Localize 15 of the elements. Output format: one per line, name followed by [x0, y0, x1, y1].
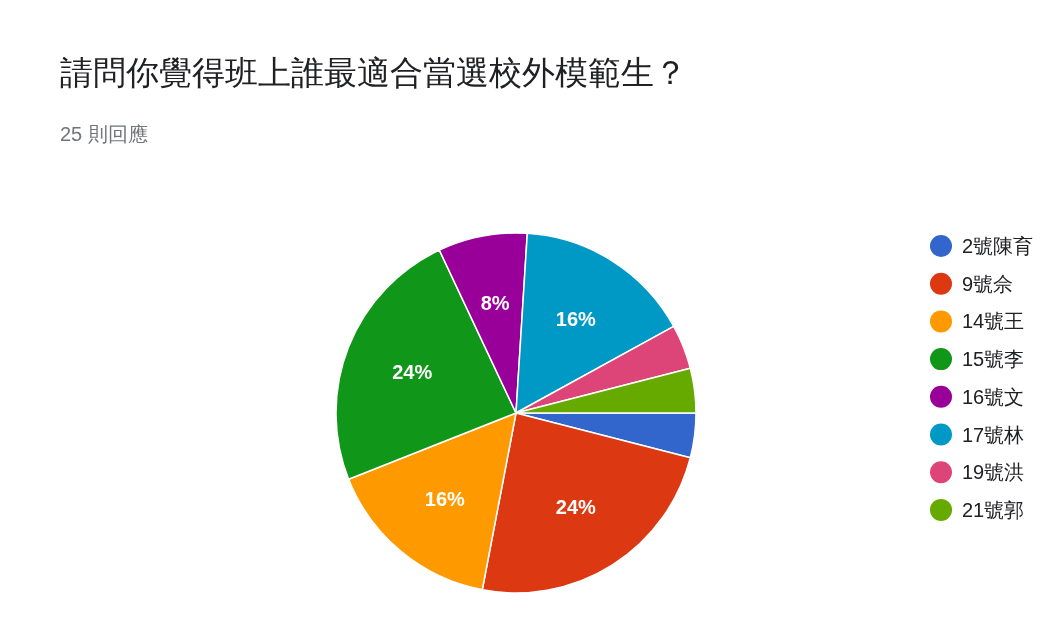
legend-label: 14號王: [962, 310, 1025, 333]
text: 25 則回應: [60, 123, 148, 145]
legend-label: 19號洪: [962, 461, 1025, 484]
data-label: 8%: [480, 292, 510, 315]
data-label: 24%: [392, 360, 433, 383]
data-label: 24%: [555, 496, 597, 519]
legend-label: 21號郭: [962, 498, 1025, 521]
data-label: 16%: [424, 487, 466, 510]
legend-label: 9號佘: [962, 272, 1014, 295]
legend-label: 17號林: [962, 423, 1025, 446]
legend-label: 16號文: [962, 385, 1025, 408]
chart-title: 請問你覺得班上誰最適合當選校外模範生？: [60, 54, 687, 91]
legend-label: 2號陳育: [962, 235, 1034, 257]
legend-label: 15號李: [962, 348, 1025, 371]
data-label: 16%: [555, 307, 597, 330]
